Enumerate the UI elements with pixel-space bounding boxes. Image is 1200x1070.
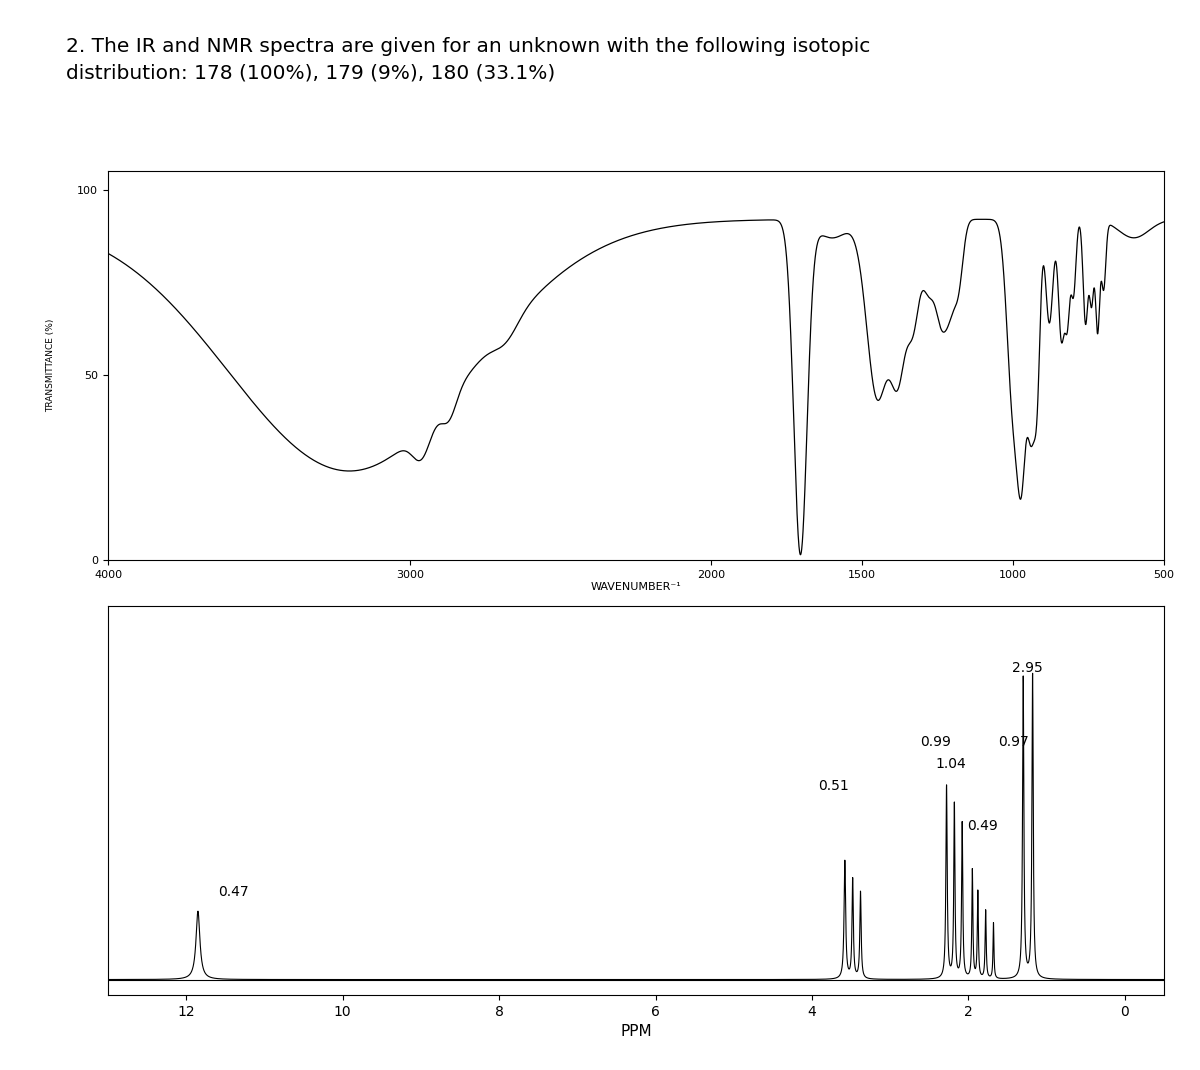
Text: 0.51: 0.51 (818, 779, 850, 793)
Text: 0.47: 0.47 (218, 885, 248, 899)
Text: 0.97: 0.97 (998, 735, 1030, 749)
Text: 2. The IR and NMR spectra are given for an unknown with the following isotopic
d: 2. The IR and NMR spectra are given for … (66, 37, 870, 83)
Text: 2.95: 2.95 (1012, 661, 1043, 675)
X-axis label: PPM: PPM (620, 1024, 652, 1039)
Text: 1.04: 1.04 (936, 758, 967, 771)
X-axis label: WAVENUMBER⁻¹: WAVENUMBER⁻¹ (590, 582, 682, 593)
Text: 0.49: 0.49 (967, 820, 998, 834)
Text: TRANSMITTANCE (%): TRANSMITTANCE (%) (46, 319, 55, 412)
Text: 0.99: 0.99 (920, 735, 952, 749)
